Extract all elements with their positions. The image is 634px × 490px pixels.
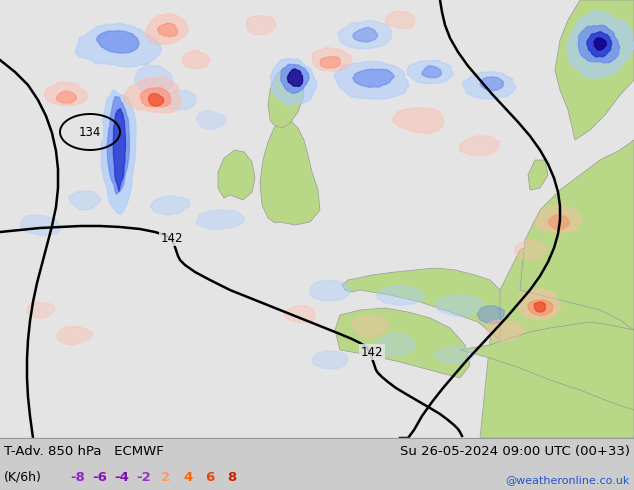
Polygon shape	[422, 66, 441, 78]
Polygon shape	[197, 210, 244, 229]
Text: -8: -8	[70, 470, 86, 484]
Polygon shape	[528, 160, 548, 190]
Polygon shape	[385, 11, 415, 28]
Polygon shape	[555, 0, 634, 140]
Polygon shape	[101, 90, 136, 214]
Polygon shape	[288, 69, 302, 86]
Text: -6: -6	[93, 470, 107, 484]
Polygon shape	[536, 205, 582, 233]
Polygon shape	[310, 280, 351, 301]
Polygon shape	[486, 320, 524, 341]
Polygon shape	[548, 215, 569, 230]
Text: Su 26-05-2024 09:00 UTC (00+33): Su 26-05-2024 09:00 UTC (00+33)	[400, 444, 630, 458]
Polygon shape	[374, 334, 415, 355]
Text: -2: -2	[136, 470, 152, 484]
Polygon shape	[335, 61, 409, 99]
Polygon shape	[113, 108, 126, 192]
Polygon shape	[338, 20, 392, 49]
Polygon shape	[145, 14, 188, 44]
Polygon shape	[335, 308, 470, 378]
Polygon shape	[520, 140, 634, 330]
Polygon shape	[480, 77, 503, 91]
Polygon shape	[135, 65, 174, 95]
Text: 2: 2	[162, 470, 171, 484]
Text: 8: 8	[228, 470, 236, 484]
Polygon shape	[312, 48, 351, 72]
Polygon shape	[480, 190, 634, 438]
Polygon shape	[148, 94, 164, 106]
Text: T-Adv. 850 hPa   ECMWF: T-Adv. 850 hPa ECMWF	[4, 444, 164, 458]
Text: (K/6h): (K/6h)	[4, 470, 42, 484]
Text: 142: 142	[361, 345, 383, 359]
Polygon shape	[44, 82, 87, 106]
Polygon shape	[182, 50, 209, 69]
Polygon shape	[268, 68, 304, 128]
Polygon shape	[518, 289, 560, 320]
Polygon shape	[27, 302, 55, 318]
Polygon shape	[320, 56, 340, 68]
Polygon shape	[57, 326, 93, 345]
Polygon shape	[353, 27, 377, 42]
Polygon shape	[163, 90, 197, 110]
Text: 142: 142	[161, 231, 183, 245]
Polygon shape	[567, 11, 634, 78]
Polygon shape	[56, 91, 77, 103]
Polygon shape	[434, 346, 473, 363]
Bar	[0, 438, 634, 490]
Polygon shape	[218, 150, 255, 200]
Polygon shape	[587, 31, 612, 57]
Polygon shape	[528, 300, 553, 316]
Polygon shape	[514, 240, 547, 260]
Polygon shape	[534, 302, 545, 312]
Polygon shape	[578, 25, 619, 63]
Polygon shape	[463, 72, 516, 99]
Polygon shape	[594, 38, 606, 50]
Polygon shape	[460, 322, 634, 410]
Text: @weatheronline.co.uk: @weatheronline.co.uk	[506, 475, 630, 485]
Polygon shape	[460, 136, 500, 156]
Polygon shape	[342, 268, 500, 340]
Polygon shape	[407, 60, 453, 84]
Polygon shape	[247, 16, 276, 35]
Polygon shape	[158, 23, 178, 37]
Polygon shape	[477, 306, 505, 323]
Polygon shape	[312, 351, 347, 369]
Polygon shape	[68, 191, 101, 210]
Text: 4: 4	[183, 470, 193, 484]
Polygon shape	[435, 295, 483, 316]
Polygon shape	[351, 316, 388, 337]
Polygon shape	[284, 306, 315, 322]
Polygon shape	[271, 59, 317, 105]
Bar	[0, 0, 634, 438]
Polygon shape	[97, 30, 139, 53]
Polygon shape	[20, 215, 61, 235]
Polygon shape	[197, 110, 226, 129]
Text: 6: 6	[205, 470, 215, 484]
Polygon shape	[107, 97, 129, 195]
Polygon shape	[392, 108, 444, 133]
Text: -4: -4	[115, 470, 129, 484]
Polygon shape	[281, 65, 309, 94]
Text: 134: 134	[79, 125, 101, 139]
Polygon shape	[75, 23, 161, 67]
Polygon shape	[140, 88, 171, 107]
Polygon shape	[150, 196, 190, 215]
Polygon shape	[353, 69, 394, 87]
Polygon shape	[260, 120, 320, 225]
Polygon shape	[124, 77, 181, 113]
Polygon shape	[377, 286, 424, 305]
